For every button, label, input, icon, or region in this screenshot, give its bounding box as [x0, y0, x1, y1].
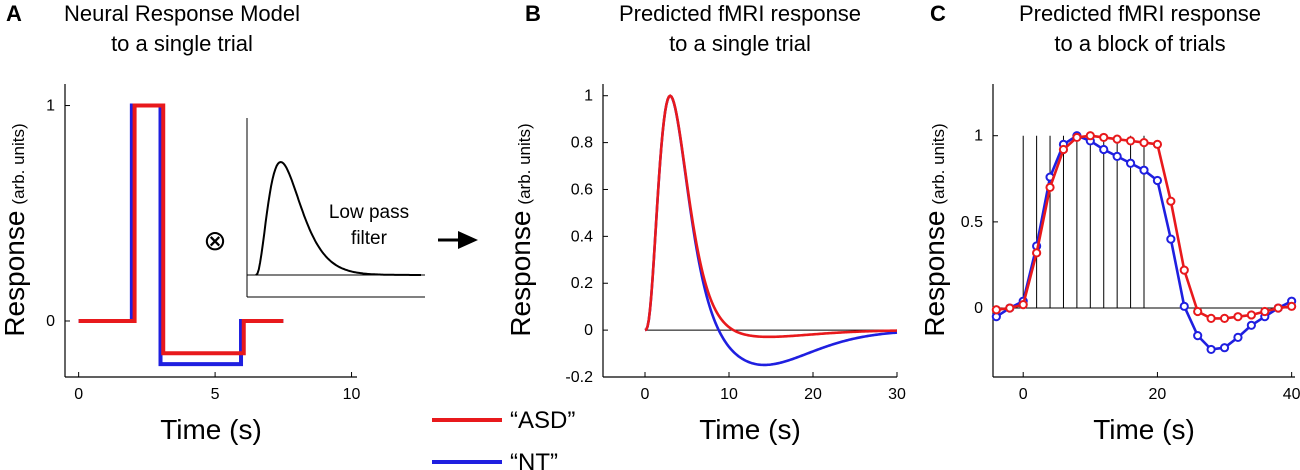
data-point-nt [1206, 344, 1216, 355]
y-axis-label-group: Response (arb. units) [505, 123, 536, 336]
data-point-nt [1166, 234, 1176, 244]
x-tick-label: 10 [720, 386, 738, 403]
data-point-nt [1139, 165, 1149, 175]
x-tick-label: 0 [1019, 386, 1028, 403]
data-point-asd [1219, 313, 1230, 323]
y-axis-label-group: Response (arb. units) [919, 123, 950, 336]
chart-title-line-2: to a single trial [111, 31, 253, 56]
x-tick-label: 30 [888, 386, 906, 403]
data-point-asd [1018, 300, 1028, 310]
y-tick-label: 0.2 [571, 275, 593, 292]
data-point-asd [1072, 132, 1082, 143]
inset-label-line-1: Low pass [329, 202, 409, 223]
data-point-nt [1125, 158, 1136, 168]
x-tick-label: 20 [1149, 386, 1167, 403]
data-point-asd [1260, 306, 1270, 317]
series-line-asd [644, 94, 898, 339]
chart-title-line-1: Predicted fMRI response [619, 1, 861, 26]
data-point-asd [1179, 265, 1189, 275]
x-tick-label: 5 [211, 386, 220, 403]
y-axis-label-main: Response [0, 211, 30, 337]
data-point-asd [1085, 131, 1095, 141]
y-axis-label-group: Response (arb. units) [0, 123, 30, 336]
data-point-asd [1246, 310, 1256, 320]
data-point-nt [1179, 301, 1189, 311]
y-axis-label: Response (arb. units) [505, 123, 536, 336]
legend-label-asd: “ASD” [510, 407, 575, 434]
y-tick-label: 1 [46, 98, 55, 115]
data-point-asd [1287, 301, 1297, 311]
x-tick-label: 0 [641, 386, 650, 403]
data-point-asd [1005, 303, 1015, 313]
x-tick-label: 0 [74, 386, 83, 403]
data-point-asd [1233, 312, 1243, 322]
x-tick-label: 10 [343, 386, 361, 403]
x-axis-label: Time (s) [1093, 414, 1195, 445]
y-tick-label: 0 [584, 322, 593, 339]
x-axis-label: Time (s) [160, 414, 262, 445]
chart-title-line-1: Neural Response Model [64, 1, 300, 26]
data-point-nt [1233, 332, 1243, 342]
y-tick-label: 1 [584, 88, 593, 105]
y-tick-label: 0.8 [571, 135, 593, 152]
arrow-right-icon [458, 231, 478, 249]
chart-title-line-2: to a block of trials [1054, 31, 1225, 56]
data-point-nt [1099, 144, 1109, 155]
y-axis-label: Response (arb. units) [0, 123, 30, 336]
data-point-asd [1099, 132, 1109, 143]
inset-kernel-curve [255, 160, 421, 276]
series-line-nt [644, 94, 898, 367]
x-tick-label: 20 [804, 386, 822, 403]
data-point-asd [1032, 248, 1042, 258]
data-point-asd [1273, 303, 1283, 313]
data-point-nt [1152, 175, 1163, 186]
data-point-asd [1166, 196, 1176, 206]
y-axis-label-units: (arb. units) [929, 123, 948, 204]
chart-title-line-1: Predicted fMRI response [1019, 1, 1261, 26]
y-tick-label: 0.4 [571, 228, 593, 245]
data-point-asd [1193, 306, 1203, 317]
x-axis-label: Time (s) [699, 414, 801, 445]
y-axis-label: Response (arb. units) [919, 123, 950, 336]
series-line-nt [78, 103, 284, 367]
y-tick-label: 0.5 [961, 214, 983, 231]
panel-letter: A [6, 1, 22, 26]
x-tick-label: 40 [1283, 386, 1300, 403]
series-line-asd [78, 103, 284, 356]
y-axis-label-units: (arb. units) [9, 123, 28, 204]
data-point-asd [1045, 182, 1055, 193]
y-axis-label-main: Response [919, 211, 950, 337]
y-axis-label-units: (arb. units) [515, 123, 534, 204]
chart-title-line-2: to a single trial [669, 31, 811, 56]
data-point-asd [1206, 313, 1216, 323]
panel-letter: C [930, 1, 946, 26]
data-point-asd [1139, 138, 1149, 148]
inset-label-line-2: filter [351, 228, 388, 249]
convolution-operator-icon: ⊗ [203, 225, 226, 256]
panel-letter: B [525, 1, 541, 26]
y-tick-label: 0 [974, 300, 983, 317]
data-point-asd [991, 305, 1001, 315]
data-point-nt [1219, 343, 1230, 353]
y-tick-label: -0.2 [565, 369, 593, 386]
y-tick-label: 0 [46, 313, 55, 330]
data-point-asd [1112, 134, 1122, 144]
y-tick-label: 1 [974, 128, 983, 145]
legend-label-nt: “NT” [510, 449, 558, 470]
data-point-asd [1125, 136, 1136, 146]
data-point-nt [1112, 151, 1122, 161]
data-point-nt [1246, 320, 1256, 330]
data-point-asd [1152, 139, 1163, 149]
y-axis-label-main: Response [505, 211, 536, 337]
data-point-asd [1058, 144, 1069, 155]
data-point-nt [1193, 331, 1203, 341]
y-tick-label: 0.6 [571, 181, 593, 198]
